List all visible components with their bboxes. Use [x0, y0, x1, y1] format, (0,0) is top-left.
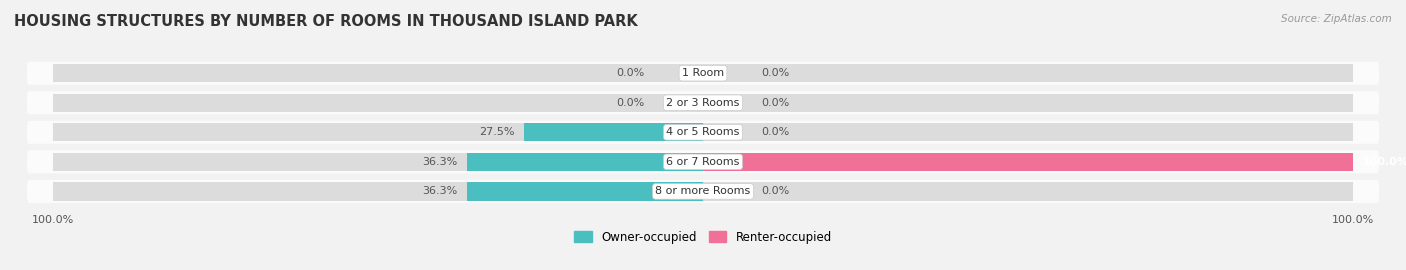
Text: 36.3%: 36.3% — [422, 186, 457, 196]
Text: Source: ZipAtlas.com: Source: ZipAtlas.com — [1281, 14, 1392, 23]
Text: 0.0%: 0.0% — [762, 127, 790, 137]
Text: 0.0%: 0.0% — [616, 68, 644, 78]
Text: 0.0%: 0.0% — [762, 98, 790, 108]
Bar — [703, 153, 1353, 171]
FancyBboxPatch shape — [27, 180, 1379, 203]
Text: 100.0%: 100.0% — [1362, 157, 1406, 167]
Text: 0.0%: 0.0% — [762, 68, 790, 78]
Bar — [467, 182, 703, 201]
Bar — [53, 94, 703, 112]
Text: 0.0%: 0.0% — [616, 98, 644, 108]
Bar — [703, 123, 1353, 141]
Bar — [53, 64, 703, 82]
Text: 2 or 3 Rooms: 2 or 3 Rooms — [666, 98, 740, 108]
Text: 0.0%: 0.0% — [762, 186, 790, 196]
Bar — [467, 153, 703, 171]
Bar — [703, 64, 1353, 82]
FancyBboxPatch shape — [27, 91, 1379, 114]
Text: HOUSING STRUCTURES BY NUMBER OF ROOMS IN THOUSAND ISLAND PARK: HOUSING STRUCTURES BY NUMBER OF ROOMS IN… — [14, 14, 638, 29]
FancyBboxPatch shape — [27, 150, 1379, 173]
Legend: Owner-occupied, Renter-occupied: Owner-occupied, Renter-occupied — [569, 226, 837, 249]
Text: 6 or 7 Rooms: 6 or 7 Rooms — [666, 157, 740, 167]
FancyBboxPatch shape — [27, 62, 1379, 85]
FancyBboxPatch shape — [27, 121, 1379, 144]
Text: 8 or more Rooms: 8 or more Rooms — [655, 186, 751, 196]
Bar — [703, 94, 1353, 112]
Bar — [53, 153, 703, 171]
Bar — [703, 182, 1353, 201]
Bar — [524, 123, 703, 141]
Text: 27.5%: 27.5% — [479, 127, 515, 137]
Bar — [53, 123, 703, 141]
Bar — [703, 153, 1353, 171]
Text: 4 or 5 Rooms: 4 or 5 Rooms — [666, 127, 740, 137]
Text: 36.3%: 36.3% — [422, 157, 457, 167]
Bar — [53, 182, 703, 201]
Text: 1 Room: 1 Room — [682, 68, 724, 78]
